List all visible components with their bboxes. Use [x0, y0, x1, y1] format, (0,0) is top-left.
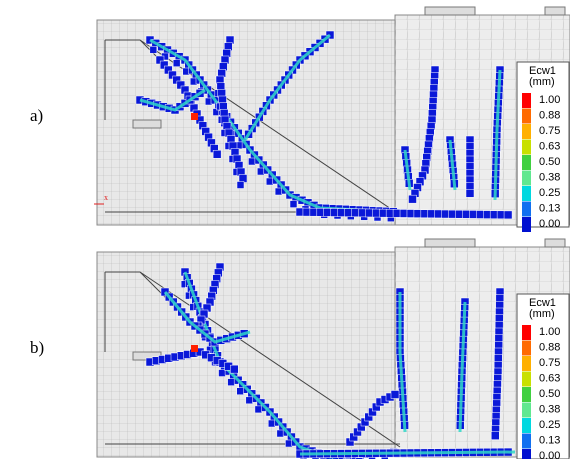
crack-cell: [237, 388, 244, 395]
legend-label: 0.88: [539, 109, 560, 121]
legend-swatch: [522, 217, 531, 232]
legend-label: 0.50: [539, 388, 560, 400]
crack-cell: [255, 406, 262, 413]
legend-swatch: [522, 140, 531, 155]
crack-cell: [285, 440, 292, 447]
legend-swatch: [522, 325, 531, 340]
crack-cell: [290, 201, 297, 208]
crack-cell: [391, 391, 399, 399]
legend-label: 0.88: [539, 341, 560, 353]
crack-cell: [237, 182, 244, 189]
crack-cell: [268, 420, 275, 427]
legend-label: 0.38: [539, 171, 560, 183]
crack-cell: [409, 195, 417, 203]
plate: [545, 7, 565, 15]
crack-cell: [219, 370, 226, 377]
legend-swatch: [522, 109, 531, 124]
crack-cell: [246, 397, 253, 404]
crack-width: [300, 452, 515, 454]
legend-label: 0.25: [539, 187, 560, 199]
legend-swatch: [522, 418, 531, 433]
legend-label: 0.75: [539, 125, 560, 137]
panel: b)Ecw1(mm)1.000.880.750.630.500.380.250.…: [30, 239, 570, 459]
plate: [545, 239, 565, 247]
figure: a)xEcw1(mm)1.000.880.750.630.500.380.250…: [0, 0, 570, 459]
legend-label: 0.38: [539, 403, 560, 415]
legend-label: 0.00: [539, 218, 560, 230]
legend-swatch: [522, 171, 531, 186]
crack-peak: [191, 113, 198, 120]
legend-swatch: [522, 387, 531, 402]
crack-cell: [266, 178, 273, 185]
legend-swatch: [522, 434, 531, 449]
crack-cell: [230, 365, 238, 373]
crack-cell: [275, 188, 282, 195]
legend-label: 0.00: [539, 450, 560, 459]
legend-swatch: [522, 372, 531, 387]
legend-label: 1.00: [539, 326, 560, 338]
legend-swatch: [522, 356, 531, 371]
legend-swatch: [522, 403, 531, 418]
crack-cell: [504, 211, 512, 219]
crack-cell: [213, 150, 221, 158]
legend-swatch: [522, 202, 531, 217]
legend-label: 0.13: [539, 202, 560, 214]
crack-cell: [491, 432, 499, 440]
legend-label: 0.63: [539, 372, 560, 384]
legend-label: 0.50: [539, 156, 560, 168]
crack-cell: [228, 379, 235, 386]
legend-swatch: [522, 124, 531, 139]
panel-label: a): [30, 106, 43, 125]
legend-label: 0.75: [539, 357, 560, 369]
crack-cell: [248, 158, 255, 165]
plate: [133, 120, 161, 128]
axis-label: x: [104, 193, 108, 202]
plate: [425, 7, 475, 15]
legend-swatch: [522, 186, 531, 201]
crack-cell: [173, 60, 180, 67]
legend-label: 0.25: [539, 419, 560, 431]
legend-label: 1.00: [539, 94, 560, 106]
legend-label: 0.63: [539, 140, 560, 152]
crack-peak: [191, 345, 198, 352]
panel-label: b): [30, 338, 44, 357]
legend-swatch: [522, 93, 531, 108]
legend-unit: (mm): [529, 76, 555, 88]
legend-unit: (mm): [529, 308, 555, 320]
legend-label: 0.13: [539, 434, 560, 446]
legend-swatch: [522, 449, 531, 459]
plate: [425, 239, 475, 247]
legend-swatch: [522, 341, 531, 356]
legend-swatch: [522, 155, 531, 170]
crack-cell: [150, 46, 157, 53]
crack-cell: [277, 430, 284, 437]
panel: a)xEcw1(mm)1.000.880.750.630.500.380.250…: [30, 7, 570, 232]
crack-cell: [466, 189, 474, 197]
crack-cell: [257, 168, 264, 175]
